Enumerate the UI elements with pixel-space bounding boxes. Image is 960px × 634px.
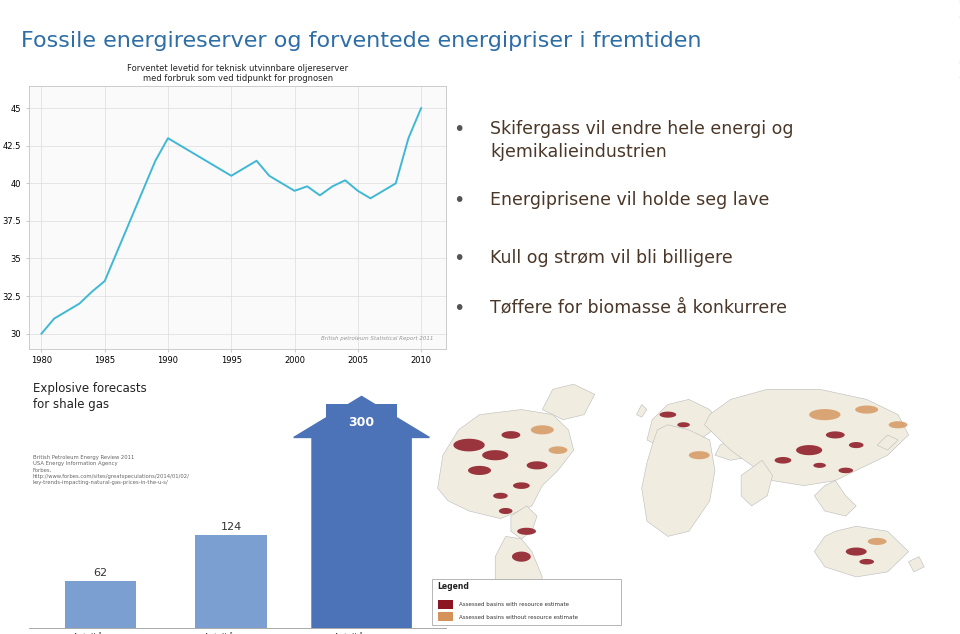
Polygon shape [438, 410, 574, 519]
Polygon shape [512, 552, 531, 562]
Text: •: • [453, 249, 465, 268]
Polygon shape [678, 422, 690, 427]
Polygon shape [908, 557, 924, 572]
Text: Assessed basins without resource estimate: Assessed basins without resource estimat… [459, 614, 578, 619]
Polygon shape [636, 404, 647, 417]
Text: Legend: Legend [438, 582, 469, 591]
Text: British Petroleum Energy Review 2011
USA Energy Information Agency
Forbes,
http:: British Petroleum Energy Review 2011 USA… [33, 455, 190, 485]
Polygon shape [813, 463, 826, 468]
Polygon shape [511, 506, 537, 539]
Polygon shape [499, 508, 513, 514]
Text: 62: 62 [93, 569, 108, 578]
Polygon shape [838, 468, 853, 473]
Title: Forventet levetid for teknisk utvinnbare oljereserver
med forbruk som ved tidpun: Forventet levetid for teknisk utvinnbare… [127, 64, 348, 84]
Polygon shape [877, 435, 899, 450]
Polygon shape [294, 396, 429, 628]
Polygon shape [775, 457, 791, 463]
Polygon shape [705, 389, 908, 486]
Bar [195, 535, 267, 628]
Bar [325, 404, 397, 628]
Polygon shape [715, 435, 762, 460]
Text: Skifergass vil endre hele energi og
kjemikalieindustrien: Skifergass vil endre hele energi og kjem… [490, 120, 794, 160]
Polygon shape [859, 559, 874, 564]
Polygon shape [846, 548, 867, 555]
Polygon shape [542, 384, 594, 420]
Polygon shape [889, 421, 907, 429]
Text: 124: 124 [221, 522, 242, 532]
Bar [432, 579, 621, 625]
Polygon shape [647, 399, 720, 445]
Polygon shape [641, 425, 715, 536]
Polygon shape [517, 527, 536, 535]
Polygon shape [689, 451, 709, 459]
Polygon shape [796, 445, 822, 455]
Polygon shape [527, 462, 547, 469]
Polygon shape [741, 460, 773, 506]
Polygon shape [501, 431, 520, 439]
Polygon shape [868, 538, 887, 545]
Polygon shape [482, 450, 508, 460]
Polygon shape [814, 481, 856, 516]
Text: Kull og strøm vil bli billigere: Kull og strøm vil bli billigere [490, 249, 732, 267]
Text: 300: 300 [348, 416, 374, 429]
Text: •: • [453, 299, 465, 318]
Polygon shape [468, 466, 491, 475]
Text: Explosive forecasts
for shale gas: Explosive forecasts for shale gas [33, 382, 147, 411]
Text: Fossile energireserver og forventede energipriser i fremtiden: Fossile energireserver og forventede ene… [21, 31, 702, 51]
Text: Energiprisene vil holde seg lave: Energiprisene vil holde seg lave [490, 191, 769, 209]
Polygon shape [849, 442, 864, 448]
Polygon shape [814, 526, 908, 577]
Text: Assessed basins with resource estimate: Assessed basins with resource estimate [459, 602, 568, 607]
Bar [438, 600, 453, 609]
Polygon shape [660, 411, 676, 418]
Text: Tøffere for biomasse å konkurrere: Tøffere for biomasse å konkurrere [490, 299, 787, 317]
Polygon shape [855, 406, 878, 413]
Polygon shape [453, 439, 485, 451]
Polygon shape [809, 409, 841, 420]
Polygon shape [531, 425, 554, 434]
Polygon shape [493, 493, 508, 499]
Polygon shape [548, 446, 567, 454]
Polygon shape [513, 482, 530, 489]
Bar [438, 612, 453, 621]
Polygon shape [495, 536, 542, 607]
Bar [64, 581, 136, 628]
Text: British petroleum Statistical Report 2011: British petroleum Statistical Report 201… [322, 336, 434, 341]
Polygon shape [826, 431, 845, 439]
Text: •: • [453, 191, 465, 210]
Text: •: • [453, 120, 465, 139]
